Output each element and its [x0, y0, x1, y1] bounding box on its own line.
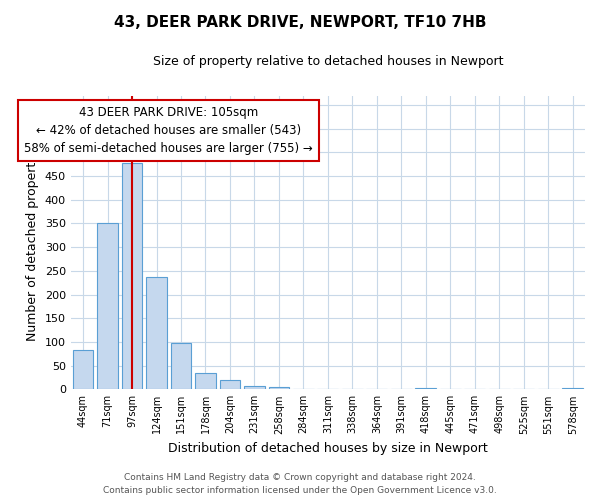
Bar	[146, 278, 167, 390]
Text: 43 DEER PARK DRIVE: 105sqm
← 42% of detached houses are smaller (543)
58% of sem: 43 DEER PARK DRIVE: 105sqm ← 42% of deta…	[25, 106, 313, 155]
Bar	[122, 163, 142, 390]
Bar	[220, 380, 241, 390]
Bar	[73, 350, 94, 390]
Title: Size of property relative to detached houses in Newport: Size of property relative to detached ho…	[152, 55, 503, 68]
Y-axis label: Number of detached properties: Number of detached properties	[26, 144, 39, 341]
Bar	[415, 388, 436, 390]
Bar	[170, 344, 191, 390]
Bar	[562, 388, 583, 390]
Text: 43, DEER PARK DRIVE, NEWPORT, TF10 7HB: 43, DEER PARK DRIVE, NEWPORT, TF10 7HB	[114, 15, 486, 30]
Bar	[195, 372, 216, 390]
Bar	[269, 387, 289, 390]
X-axis label: Distribution of detached houses by size in Newport: Distribution of detached houses by size …	[168, 442, 488, 455]
Bar	[244, 386, 265, 390]
Bar	[97, 224, 118, 390]
Text: Contains HM Land Registry data © Crown copyright and database right 2024.
Contai: Contains HM Land Registry data © Crown c…	[103, 473, 497, 495]
